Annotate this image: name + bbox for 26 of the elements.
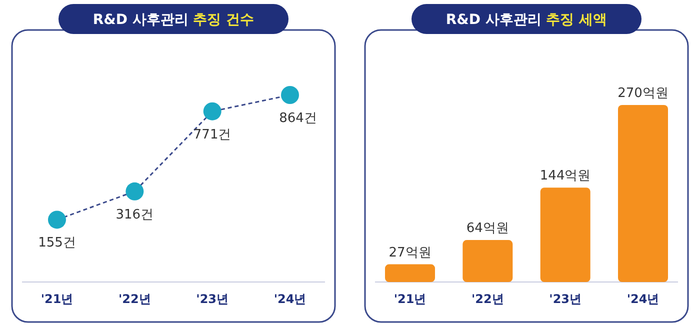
data-label: 64억원 bbox=[466, 221, 509, 236]
x-tick-label: '24년 bbox=[274, 292, 306, 306]
x-tick-label: '23년 bbox=[549, 292, 582, 306]
data-label: 771건 bbox=[193, 127, 232, 142]
data-label: 316건 bbox=[116, 207, 154, 222]
chart-title: R&D 사후관리 추징 세액 bbox=[446, 12, 608, 28]
chart-title: R&D 사후관리 추징 건수 bbox=[92, 12, 254, 28]
bar bbox=[462, 240, 513, 282]
data-label: 864건 bbox=[279, 111, 317, 126]
x-tick-label: '22년 bbox=[471, 292, 504, 306]
point bbox=[126, 182, 144, 200]
bar bbox=[540, 188, 590, 282]
x-tick-label: '21년 bbox=[40, 292, 74, 306]
point bbox=[203, 102, 222, 120]
x-tick-label: '22년 bbox=[118, 292, 151, 306]
bar bbox=[385, 264, 435, 282]
point bbox=[48, 210, 66, 229]
point bbox=[281, 86, 299, 104]
x-tick-label: '23년 bbox=[196, 292, 229, 306]
data-label: 144억원 bbox=[540, 168, 591, 184]
data-label: 270억원 bbox=[618, 86, 668, 101]
x-tick-label: '24년 bbox=[626, 292, 660, 306]
data-label: 155건 bbox=[38, 236, 76, 251]
data-label: 27억원 bbox=[388, 245, 432, 260]
x-tick-label: '21년 bbox=[394, 292, 426, 306]
bar bbox=[618, 105, 668, 282]
